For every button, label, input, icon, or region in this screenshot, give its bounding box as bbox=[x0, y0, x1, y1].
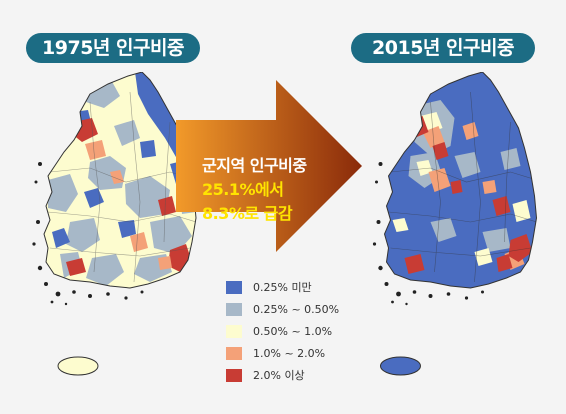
legend-label: 0.50% ~ 1.0% bbox=[253, 324, 333, 338]
legend-swatch bbox=[226, 324, 242, 338]
map-1975 bbox=[32, 72, 197, 376]
legend-label: 2.0% 이상 bbox=[253, 369, 305, 382]
legend-swatch bbox=[226, 368, 242, 382]
legend-item: 1.0% ~ 2.0% bbox=[226, 342, 339, 364]
arrow-caption-line2: 25.1%에서 bbox=[202, 180, 284, 199]
legend-item: 0.50% ~ 1.0% bbox=[226, 320, 339, 342]
jeju-1975 bbox=[57, 356, 99, 376]
legend-label: 0.25% 미만 bbox=[253, 281, 312, 294]
legend-swatch bbox=[226, 280, 242, 294]
legend-label: 0.25% ~ 0.50% bbox=[253, 302, 340, 316]
title-2015: 2015년 인구비중 bbox=[351, 33, 535, 63]
legend-swatch bbox=[226, 346, 242, 360]
jeju-2015 bbox=[380, 356, 421, 376]
legend-label: 1.0% ~ 2.0% bbox=[253, 346, 326, 360]
map-2015 bbox=[372, 72, 538, 376]
legend-item: 0.25% 미만 bbox=[226, 276, 339, 298]
islands-2015 bbox=[372, 162, 484, 306]
mainland-2015 bbox=[384, 72, 537, 288]
decline-arrow bbox=[176, 80, 362, 252]
legend-swatch bbox=[226, 302, 242, 316]
arrow-caption-line1: 군지역 인구비중 bbox=[202, 156, 307, 175]
title-1975: 1975년 인구비중 bbox=[26, 33, 200, 63]
legend-item: 0.25% ~ 0.50% bbox=[226, 298, 339, 320]
legend-item: 2.0% 이상 bbox=[226, 364, 339, 386]
legend: 0.25% 미만 0.25% ~ 0.50% 0.50% ~ 1.0% 1.0%… bbox=[226, 276, 339, 386]
arrow-caption-line3: 8.3%로 급감 bbox=[202, 204, 293, 223]
islands-1975 bbox=[32, 162, 144, 306]
